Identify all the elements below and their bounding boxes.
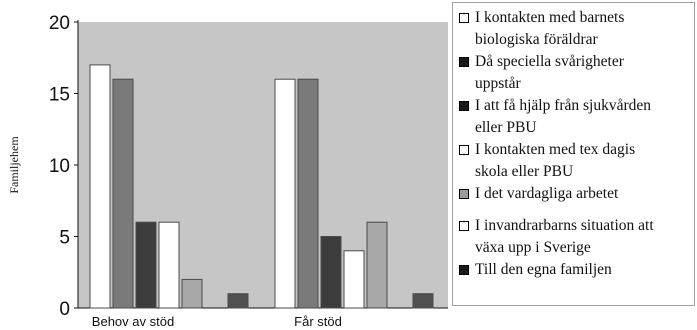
bar [89, 64, 111, 309]
x-tick-label: Behov av stöd [92, 314, 174, 329]
legend-label: uppstår [475, 75, 521, 92]
legend-swatch [459, 13, 469, 23]
legend-label: I det vardagliga arbetet [475, 185, 619, 202]
legend-label: biologiska föräldrar [475, 31, 598, 48]
legend-items: I kontakten med barnets biologiska föräld… [459, 7, 694, 281]
y-tick-label: 5 [59, 228, 70, 249]
legend-swatch [459, 101, 469, 111]
legend-entry: Till den egna familjen [459, 259, 694, 281]
legend-swatch [459, 57, 469, 67]
bar [181, 278, 203, 309]
bar-chart: 0 5 10 15 20 Behov av stöd Får stöd Familjehe… [7, 13, 448, 329]
bar [112, 78, 134, 309]
bar [366, 221, 388, 309]
bar [274, 78, 296, 309]
bars [89, 64, 434, 309]
bar [297, 78, 319, 309]
legend-swatch [459, 145, 469, 155]
legend-swatch [459, 265, 469, 275]
y-tick-label: 20 [49, 13, 70, 34]
legend-entry: I kontakten med barnets biologiska föräld… [459, 7, 694, 51]
legend-label: I att få hjälp från sjukvården [475, 97, 652, 114]
bar [343, 250, 365, 309]
x-tick-labels: Behov av stöd Får stöd [92, 314, 342, 329]
bar [158, 221, 180, 309]
legend-label: I invandrarbarns situation att [475, 217, 654, 234]
legend-swatch [459, 189, 469, 199]
legend-label: I kontakten med barnets [475, 9, 625, 26]
legend-label: skola eller PBU [475, 163, 574, 180]
legend-label: Till den egna familjen [475, 261, 612, 278]
legend-swatch [459, 221, 469, 231]
legend-entry: I det vardagliga arbetet [459, 183, 694, 205]
y-tick-label: 15 [49, 85, 70, 106]
y-tick-labels: 0 5 10 15 20 [49, 13, 78, 320]
legend-label: växa upp i Sverige [475, 239, 591, 256]
legend-entry: Då speciella svårigheter uppstår [459, 51, 694, 95]
y-axis-label: Familjehem [7, 136, 21, 194]
y-tick-label: 0 [59, 299, 70, 320]
legend-entry: I att få hjälp från sjukvården eller PBU [459, 95, 694, 139]
legend: I kontakten med barnets biologiska föräld… [452, 2, 695, 306]
bar [320, 236, 342, 309]
bar [227, 293, 249, 309]
y-tick-label: 10 [49, 156, 70, 177]
legend-entry: I kontakten med tex dagis skola eller PBU [459, 139, 694, 183]
bar [412, 293, 434, 309]
legend-entry: I invandrarbarns situation att växa upp i… [459, 215, 694, 259]
bar [135, 221, 157, 309]
x-tick-label: Får stöd [294, 314, 342, 329]
legend-label: Då speciella svårigheter [475, 53, 624, 70]
legend-label: I kontakten med tex dagis [475, 141, 636, 158]
legend-label: eller PBU [475, 119, 537, 136]
